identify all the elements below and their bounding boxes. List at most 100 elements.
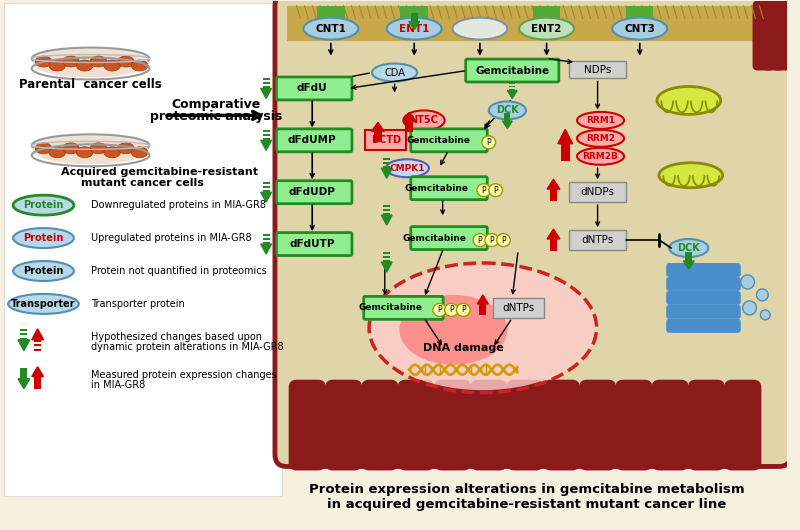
Text: mutant cancer cells: mutant cancer cells [81, 178, 204, 188]
Bar [510, 89, 515, 90]
Bar [21, 338, 27, 340]
Polygon shape [409, 22, 420, 30]
Bar [493, 298, 544, 318]
Polygon shape [683, 261, 694, 269]
Bar [21, 329, 27, 331]
Bar [286, 6, 779, 41]
Polygon shape [403, 112, 416, 121]
FancyBboxPatch shape [579, 379, 616, 471]
Text: Gemcitabine: Gemcitabine [475, 66, 550, 75]
Bar [401, 6, 428, 17]
Ellipse shape [489, 101, 526, 119]
Ellipse shape [386, 17, 442, 40]
Ellipse shape [76, 60, 93, 71]
Text: Downregulated proteins in MIA-GR8: Downregulated proteins in MIA-GR8 [90, 200, 266, 210]
Bar [383, 209, 390, 211]
Text: dNTPs: dNTPs [502, 303, 534, 313]
Ellipse shape [49, 147, 66, 158]
Text: Parental  cancer cells: Parental cancer cells [19, 78, 162, 91]
FancyBboxPatch shape [666, 305, 741, 319]
Polygon shape [547, 179, 560, 189]
Text: dFdUMP: dFdUMP [288, 135, 337, 145]
Bar [34, 377, 41, 388]
Bar [317, 6, 345, 17]
Ellipse shape [433, 303, 446, 316]
Ellipse shape [118, 143, 134, 154]
FancyBboxPatch shape [398, 379, 435, 471]
Text: ENT1: ENT1 [399, 24, 430, 33]
Bar [21, 333, 27, 335]
Circle shape [741, 275, 754, 289]
Text: dFdUDP: dFdUDP [289, 187, 336, 197]
FancyBboxPatch shape [325, 379, 362, 471]
FancyBboxPatch shape [289, 379, 326, 471]
Text: P: P [501, 235, 506, 244]
Text: P: P [478, 235, 482, 244]
Ellipse shape [386, 160, 429, 177]
Polygon shape [32, 329, 43, 340]
FancyBboxPatch shape [506, 379, 544, 471]
Bar [262, 182, 270, 184]
Polygon shape [502, 121, 512, 128]
Polygon shape [261, 192, 271, 202]
Text: CMPK1: CMPK1 [390, 164, 425, 173]
FancyBboxPatch shape [466, 59, 559, 82]
FancyBboxPatch shape [651, 379, 689, 471]
Text: Protein not quantified in proteomics: Protein not quantified in proteomics [90, 266, 266, 276]
Ellipse shape [519, 17, 574, 40]
Text: P: P [438, 305, 442, 314]
Polygon shape [261, 244, 271, 254]
Bar [569, 182, 626, 202]
Circle shape [757, 289, 768, 301]
Polygon shape [261, 140, 271, 151]
FancyBboxPatch shape [362, 379, 398, 471]
Ellipse shape [577, 112, 624, 129]
Text: RRM1: RRM1 [586, 116, 615, 125]
Text: ENT2: ENT2 [531, 24, 562, 33]
FancyBboxPatch shape [615, 379, 653, 471]
Polygon shape [32, 367, 43, 377]
Polygon shape [18, 379, 30, 388]
Text: Transporter protein: Transporter protein [90, 299, 184, 309]
Ellipse shape [445, 303, 458, 316]
Polygon shape [478, 295, 488, 304]
Text: Protein expression alterations in gemcitabine metabolism: Protein expression alterations in gemcit… [309, 483, 745, 496]
Bar [510, 83, 515, 84]
Bar [383, 260, 390, 262]
Text: Acquired gemcitabine-resistant: Acquired gemcitabine-resistant [61, 167, 258, 177]
Polygon shape [371, 122, 384, 131]
Ellipse shape [32, 48, 150, 69]
Ellipse shape [657, 86, 721, 114]
Text: Gemcitabine: Gemcitabine [403, 234, 467, 243]
Bar [410, 13, 418, 22]
Bar [262, 83, 270, 84]
Bar [383, 205, 390, 207]
Text: Transporter: Transporter [11, 299, 76, 309]
Polygon shape [547, 229, 560, 239]
FancyBboxPatch shape [666, 277, 741, 291]
Text: Comparative: Comparative [171, 98, 261, 111]
Ellipse shape [485, 234, 498, 246]
Polygon shape [382, 168, 392, 178]
Ellipse shape [8, 294, 79, 314]
Text: dFdU: dFdU [297, 83, 327, 93]
Ellipse shape [62, 143, 79, 154]
Bar [550, 239, 558, 251]
Text: DCK: DCK [678, 243, 700, 253]
Ellipse shape [577, 130, 624, 147]
Text: Gemcitabine: Gemcitabine [406, 136, 470, 145]
Ellipse shape [35, 56, 52, 67]
FancyBboxPatch shape [724, 379, 762, 471]
FancyBboxPatch shape [275, 0, 790, 466]
FancyBboxPatch shape [277, 77, 352, 100]
FancyBboxPatch shape [277, 181, 352, 204]
Bar [262, 134, 270, 136]
Text: P: P [449, 305, 454, 314]
Polygon shape [18, 340, 30, 351]
Text: Measured protein expression changes: Measured protein expression changes [90, 370, 276, 379]
Text: P: P [461, 305, 466, 314]
Text: Gemcitabine: Gemcitabine [405, 184, 469, 193]
Text: dFdUTP: dFdUTP [290, 239, 335, 249]
Text: NDPs: NDPs [584, 65, 611, 75]
FancyBboxPatch shape [666, 319, 741, 333]
